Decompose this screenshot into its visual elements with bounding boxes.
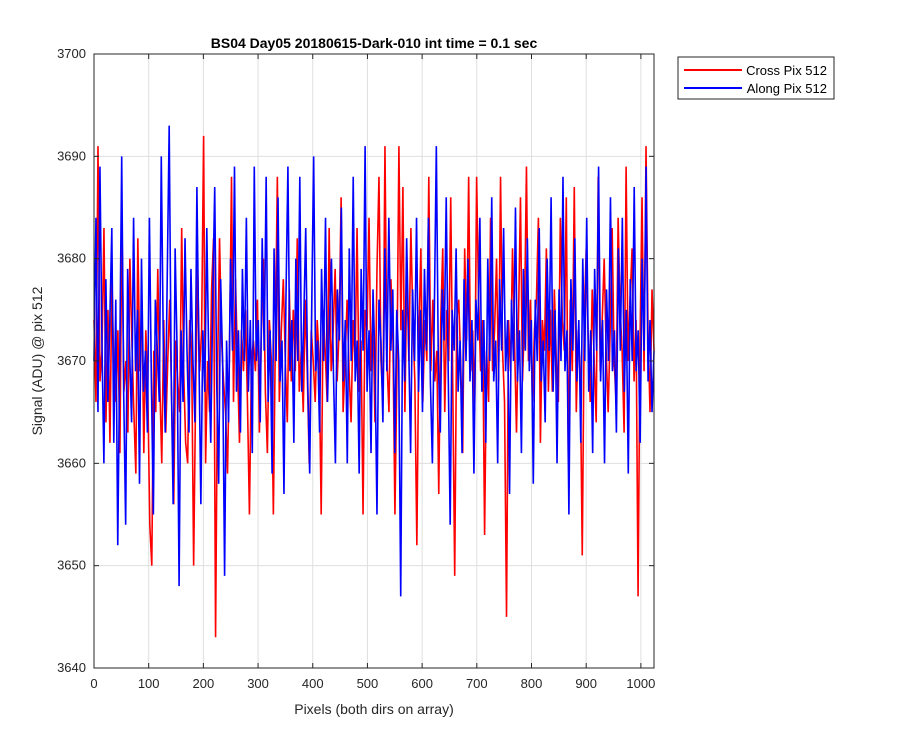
y-axis-label: Signal (ADU) @ pix 512 — [29, 286, 45, 435]
legend-label-cross: Cross Pix 512 — [746, 63, 827, 78]
x-tick-label: 400 — [302, 676, 324, 691]
x-tick-label: 0 — [90, 676, 97, 691]
series-line-cross-pix-512 — [93, 135, 655, 638]
legend-label-along: Along Pix 512 — [747, 81, 827, 96]
x-tick-label: 900 — [575, 676, 597, 691]
x-tick-label: 500 — [357, 676, 379, 691]
legend-box — [677, 56, 835, 100]
legend[interactable]: Cross Pix 512 Along Pix 512 — [677, 56, 835, 100]
x-tick-label: 1000 — [626, 676, 655, 691]
x-axis-label: Pixels (both dirs on array) — [294, 701, 454, 717]
y-tick-label: 3640 — [57, 660, 86, 675]
x-tick-label: 300 — [247, 676, 269, 691]
y-tick-label: 3700 — [57, 46, 86, 61]
series-line-along-pix-512 — [93, 125, 655, 597]
x-tick-label: 800 — [521, 676, 543, 691]
ticks: 0 100 200 300 400 500 600 700 800 900 1000 3640 3650… — [57, 46, 655, 691]
y-tick-label: 3660 — [57, 455, 86, 470]
x-tick-label: 700 — [466, 676, 488, 691]
x-tick-label: 100 — [138, 676, 160, 691]
y-tick-label: 3690 — [57, 148, 86, 163]
x-tick-label: 200 — [193, 676, 215, 691]
series-layer — [93, 125, 655, 638]
y-tick-label: 3670 — [57, 353, 86, 368]
y-tick-label: 3650 — [57, 558, 86, 573]
x-tick-label: 600 — [411, 676, 433, 691]
y-tick-label: 3680 — [57, 251, 86, 266]
chart-title: BS04 Day05 20180615-Dark-010 int time = … — [211, 35, 538, 51]
